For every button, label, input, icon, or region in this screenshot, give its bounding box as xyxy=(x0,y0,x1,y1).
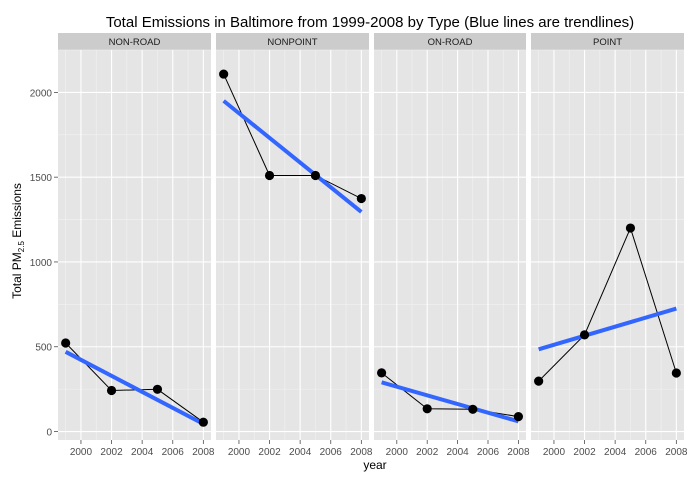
x-tick-label: 2008 xyxy=(665,447,688,458)
trend-line xyxy=(64,350,205,426)
data-point xyxy=(625,223,636,233)
data-point xyxy=(152,384,163,394)
y-tick-label: 0 xyxy=(46,428,52,439)
x-tick-label: 2006 xyxy=(635,447,658,458)
x-tick-label: 2002 xyxy=(416,447,439,458)
data-point xyxy=(513,412,524,422)
x-tick-label: 2004 xyxy=(131,447,154,458)
x-tick-label: 2006 xyxy=(320,447,343,458)
data-point xyxy=(671,368,681,378)
facet-panel: NONPOINT 2000 2002 2004 2006 2008 xyxy=(216,33,373,458)
x-tick-label: 2006 xyxy=(477,447,500,458)
trend-line xyxy=(538,306,677,352)
x-tick-label: 2006 xyxy=(162,447,185,458)
x-tick-label: 2008 xyxy=(350,447,373,458)
y-axis-label-tail: Emissions xyxy=(9,183,24,242)
facet-panel: ON-ROAD 2000 2002 2004 2006 2008 xyxy=(374,33,530,458)
trend-line xyxy=(222,99,363,214)
panel-background xyxy=(58,50,211,440)
x-tick-label: 2002 xyxy=(100,447,123,458)
x-tick-label: 2004 xyxy=(604,447,627,458)
x-tick-label: 2008 xyxy=(507,447,530,458)
facet-strip-label: POINT xyxy=(593,37,622,48)
data-point xyxy=(219,69,229,79)
data-point xyxy=(310,170,321,181)
y-tick-label: 2000 xyxy=(30,88,53,99)
facet-strip xyxy=(531,33,684,50)
x-tick-label: 2000 xyxy=(543,447,566,458)
x-axis-label: year xyxy=(363,458,387,472)
data-point xyxy=(468,404,478,414)
data-line xyxy=(538,226,677,382)
data-line xyxy=(223,73,362,199)
data-point xyxy=(106,385,117,396)
x-tick-label: 2002 xyxy=(573,447,596,458)
chart-title: Total Emissions in Baltimore from 1999-2… xyxy=(105,14,635,31)
facet-panel: POINT 2000 2002 2004 2006 2008 xyxy=(531,33,688,458)
data-point xyxy=(422,404,432,414)
panel-background xyxy=(531,50,684,440)
y-tick-label: 1000 xyxy=(30,258,53,269)
data-point xyxy=(264,170,275,181)
y-axis-label-subscript: 2.5 xyxy=(17,241,27,253)
data-point xyxy=(356,193,366,204)
facet-strip xyxy=(374,33,526,50)
data-point xyxy=(198,417,208,427)
y-tick-label: 500 xyxy=(35,343,52,354)
facet-panel: NON-ROAD 2000 2002 2004 2006 2008 xyxy=(58,33,215,458)
facet-strip xyxy=(216,33,369,50)
data-point xyxy=(534,376,544,386)
facet-strip-label: ON-ROAD xyxy=(428,37,473,48)
data-point xyxy=(377,368,387,378)
facet-strip-label: NONPOINT xyxy=(267,37,317,48)
y-tick-label: 1500 xyxy=(30,173,53,184)
y-axis-label: Total PM2.5 Emissions xyxy=(10,183,26,299)
panel-background xyxy=(374,50,526,440)
x-tick-label: 2008 xyxy=(192,447,215,458)
x-tick-label: 2000 xyxy=(70,447,93,458)
trend-line xyxy=(381,380,519,424)
data-point xyxy=(579,330,590,340)
data-point xyxy=(61,338,71,348)
x-tick-label: 2000 xyxy=(386,447,409,458)
x-tick-label: 2002 xyxy=(258,447,281,458)
x-tick-label: 2000 xyxy=(228,447,251,458)
facet-strip xyxy=(58,33,211,50)
x-tick-label: 2004 xyxy=(289,447,312,458)
facet-strip-label: NON-ROAD xyxy=(109,37,161,48)
y-axis-label-main: Total PM xyxy=(9,252,24,299)
x-tick-label: 2004 xyxy=(446,447,469,458)
